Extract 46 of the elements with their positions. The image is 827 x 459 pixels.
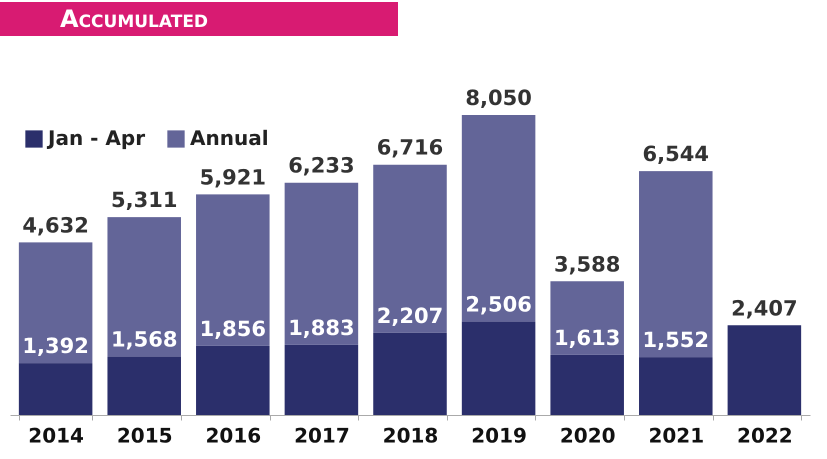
data-label: 1,856: [200, 316, 266, 341]
total-label: 3,588: [554, 252, 620, 276]
data-label: 2,407: [731, 296, 798, 320]
x-tick-label: 2016: [205, 424, 262, 448]
data-label: 2,207: [376, 304, 444, 328]
total-label: 8,050: [465, 86, 532, 110]
total-label: 6,233: [288, 154, 355, 178]
bar: [107, 217, 181, 357]
total-label: 6,716: [376, 136, 444, 160]
bar: [196, 346, 270, 415]
bar: [373, 164, 447, 333]
chart-title: Accumulated: [0, 2, 398, 36]
bar: [639, 357, 713, 415]
bar: [550, 354, 624, 415]
bar: [18, 242, 92, 364]
data-label: 1,613: [554, 326, 620, 350]
x-tick-label: 2020: [560, 424, 616, 448]
data-label: 1,883: [288, 316, 355, 340]
total-label: 4,632: [22, 213, 89, 238]
bar: [107, 356, 181, 415]
bar: [284, 182, 358, 345]
data-label: 1,568: [111, 328, 178, 352]
data-label: 2,506: [465, 292, 532, 317]
bar: [284, 344, 358, 415]
bar: [462, 322, 536, 415]
x-tick-label: 2017: [294, 424, 350, 448]
bar: [196, 194, 270, 346]
data-label: 1,552: [642, 328, 709, 352]
total-label: 5,311: [111, 188, 178, 212]
data-label: 1,392: [22, 334, 89, 358]
bar: [728, 325, 802, 415]
total-label: 6,544: [642, 142, 709, 166]
x-tick-label: 2014: [28, 424, 84, 448]
bar: [18, 363, 92, 415]
legend-label: Annual: [190, 126, 269, 150]
bar: [639, 171, 713, 358]
legend-label: Jan - Apr: [46, 126, 146, 150]
bar: [462, 115, 536, 322]
x-tick-label: 2022: [737, 424, 793, 448]
x-tick-label: 2015: [116, 424, 173, 448]
bar: [373, 332, 447, 415]
x-tick-label: 2018: [382, 424, 438, 448]
x-tick-label: 2019: [471, 424, 527, 448]
bar: [550, 281, 624, 355]
total-label: 5,921: [200, 165, 266, 190]
x-tick-label: 2021: [648, 424, 704, 448]
